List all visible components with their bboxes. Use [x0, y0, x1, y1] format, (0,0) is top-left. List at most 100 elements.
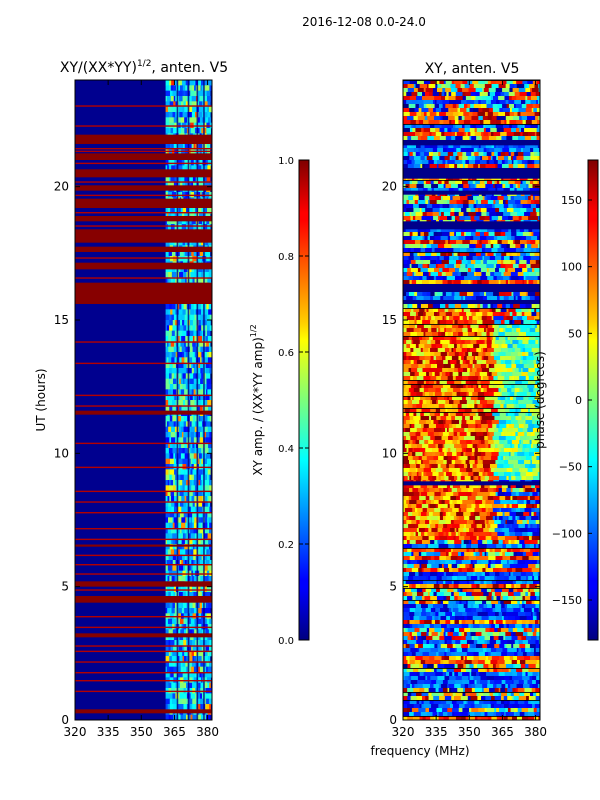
- phase-cell: [415, 132, 420, 137]
- phase-cell: [475, 232, 481, 237]
- phase-cell: [450, 108, 458, 113]
- amp-cell: [165, 666, 168, 673]
- phase-cell: [409, 412, 414, 417]
- phase-cell: [480, 416, 483, 421]
- amp-cell: [168, 389, 172, 395]
- phase-cell: [460, 264, 466, 269]
- amp-cell: [165, 181, 169, 187]
- phase-cell: [435, 280, 443, 285]
- amp-cell: [193, 528, 199, 534]
- phase-cell: [434, 364, 438, 369]
- amp-cell: [183, 362, 187, 369]
- phase-cell: [504, 120, 507, 125]
- phase-cell: [523, 320, 531, 325]
- amp-flag-band: [75, 581, 212, 587]
- amp-cell: [209, 693, 212, 699]
- amp-cell: [179, 704, 184, 710]
- amp-cell: [199, 250, 204, 257]
- amp-cell: [192, 656, 195, 662]
- phase-cell: [448, 412, 451, 417]
- phase-cell: [461, 348, 464, 353]
- phase-cell: [521, 160, 526, 165]
- phase-cell: [407, 404, 413, 409]
- phase-cell: [487, 380, 491, 385]
- amp-cell: [169, 656, 173, 662]
- phase-cell: [431, 316, 436, 321]
- phase-cell: [421, 328, 429, 333]
- phase-cell: [534, 84, 539, 89]
- phase-cell: [474, 404, 478, 409]
- amp-cell: [174, 394, 177, 401]
- amp-cell: [176, 512, 181, 518]
- phase-cell: [460, 84, 465, 89]
- amp-cell: [185, 661, 188, 667]
- phase-cell: [415, 152, 419, 157]
- amp-cell: [190, 714, 193, 720]
- amp-cell: [200, 362, 205, 369]
- amp-cell: [207, 224, 211, 230]
- phase-cell: [502, 216, 509, 221]
- phase-cell: [449, 424, 453, 429]
- phase-cell: [441, 412, 444, 417]
- phase-cell: [408, 248, 411, 253]
- phase-cell: [523, 272, 529, 277]
- phase-cell: [534, 368, 539, 373]
- amp-cell: [197, 90, 200, 97]
- amp-cell: [171, 389, 174, 395]
- phase-cell: [441, 212, 445, 217]
- phase-cell: [436, 376, 442, 381]
- phase-cell: [534, 252, 540, 257]
- phase-cell: [432, 92, 440, 97]
- phase-cell: [430, 144, 438, 149]
- phase-cell: [480, 376, 484, 381]
- amp-cell: [190, 634, 194, 641]
- phase-cell: [532, 80, 538, 85]
- phase-cell: [486, 152, 492, 157]
- phase-cell: [530, 308, 535, 313]
- phase-cell: [442, 276, 448, 281]
- phase-cell: [440, 196, 443, 201]
- phase-cell: [501, 392, 509, 397]
- amp-cell: [192, 645, 197, 651]
- phase-cell: [404, 236, 412, 241]
- amp-cell: [199, 432, 203, 438]
- phase-cell: [500, 416, 507, 421]
- phase-cell: [460, 248, 467, 253]
- phase-cell: [519, 228, 525, 233]
- amp-cell: [167, 528, 172, 534]
- phase-cell: [520, 240, 527, 245]
- phase-cell: [466, 152, 472, 157]
- phase-cell: [420, 316, 423, 321]
- phase-cell: [528, 184, 533, 189]
- amp-cell: [200, 368, 204, 374]
- phase-cell: [523, 252, 527, 257]
- phase-cell: [463, 280, 469, 285]
- phase-cell: [505, 396, 508, 401]
- amp-cell: [170, 714, 174, 720]
- phase-cell: [449, 200, 457, 205]
- amp-cell: [204, 544, 207, 550]
- phase-cell: [425, 360, 430, 365]
- amp-cell: [170, 640, 175, 646]
- phase-cell: [526, 260, 531, 265]
- phase-cell: [406, 448, 409, 453]
- amp-cell: [204, 101, 208, 107]
- amp-cell: [185, 266, 188, 273]
- amp-cell: [170, 565, 173, 571]
- phase-cell: [429, 412, 435, 417]
- phase-cell: [512, 312, 517, 317]
- phase-cell: [525, 376, 530, 381]
- phase-cell: [423, 388, 429, 393]
- phase-cell: [466, 268, 469, 273]
- phase-cell: [511, 244, 516, 249]
- phase-cell: [466, 100, 475, 105]
- phase-cell: [456, 392, 461, 397]
- amp-cell: [189, 320, 194, 326]
- phase-cell: [422, 280, 430, 285]
- phase-cell: [478, 352, 483, 357]
- amp-cell: [186, 501, 189, 507]
- phase-cell: [420, 416, 424, 421]
- phase-cell: [507, 196, 511, 201]
- phase-cell: [439, 320, 445, 325]
- phase-cell: [405, 428, 411, 433]
